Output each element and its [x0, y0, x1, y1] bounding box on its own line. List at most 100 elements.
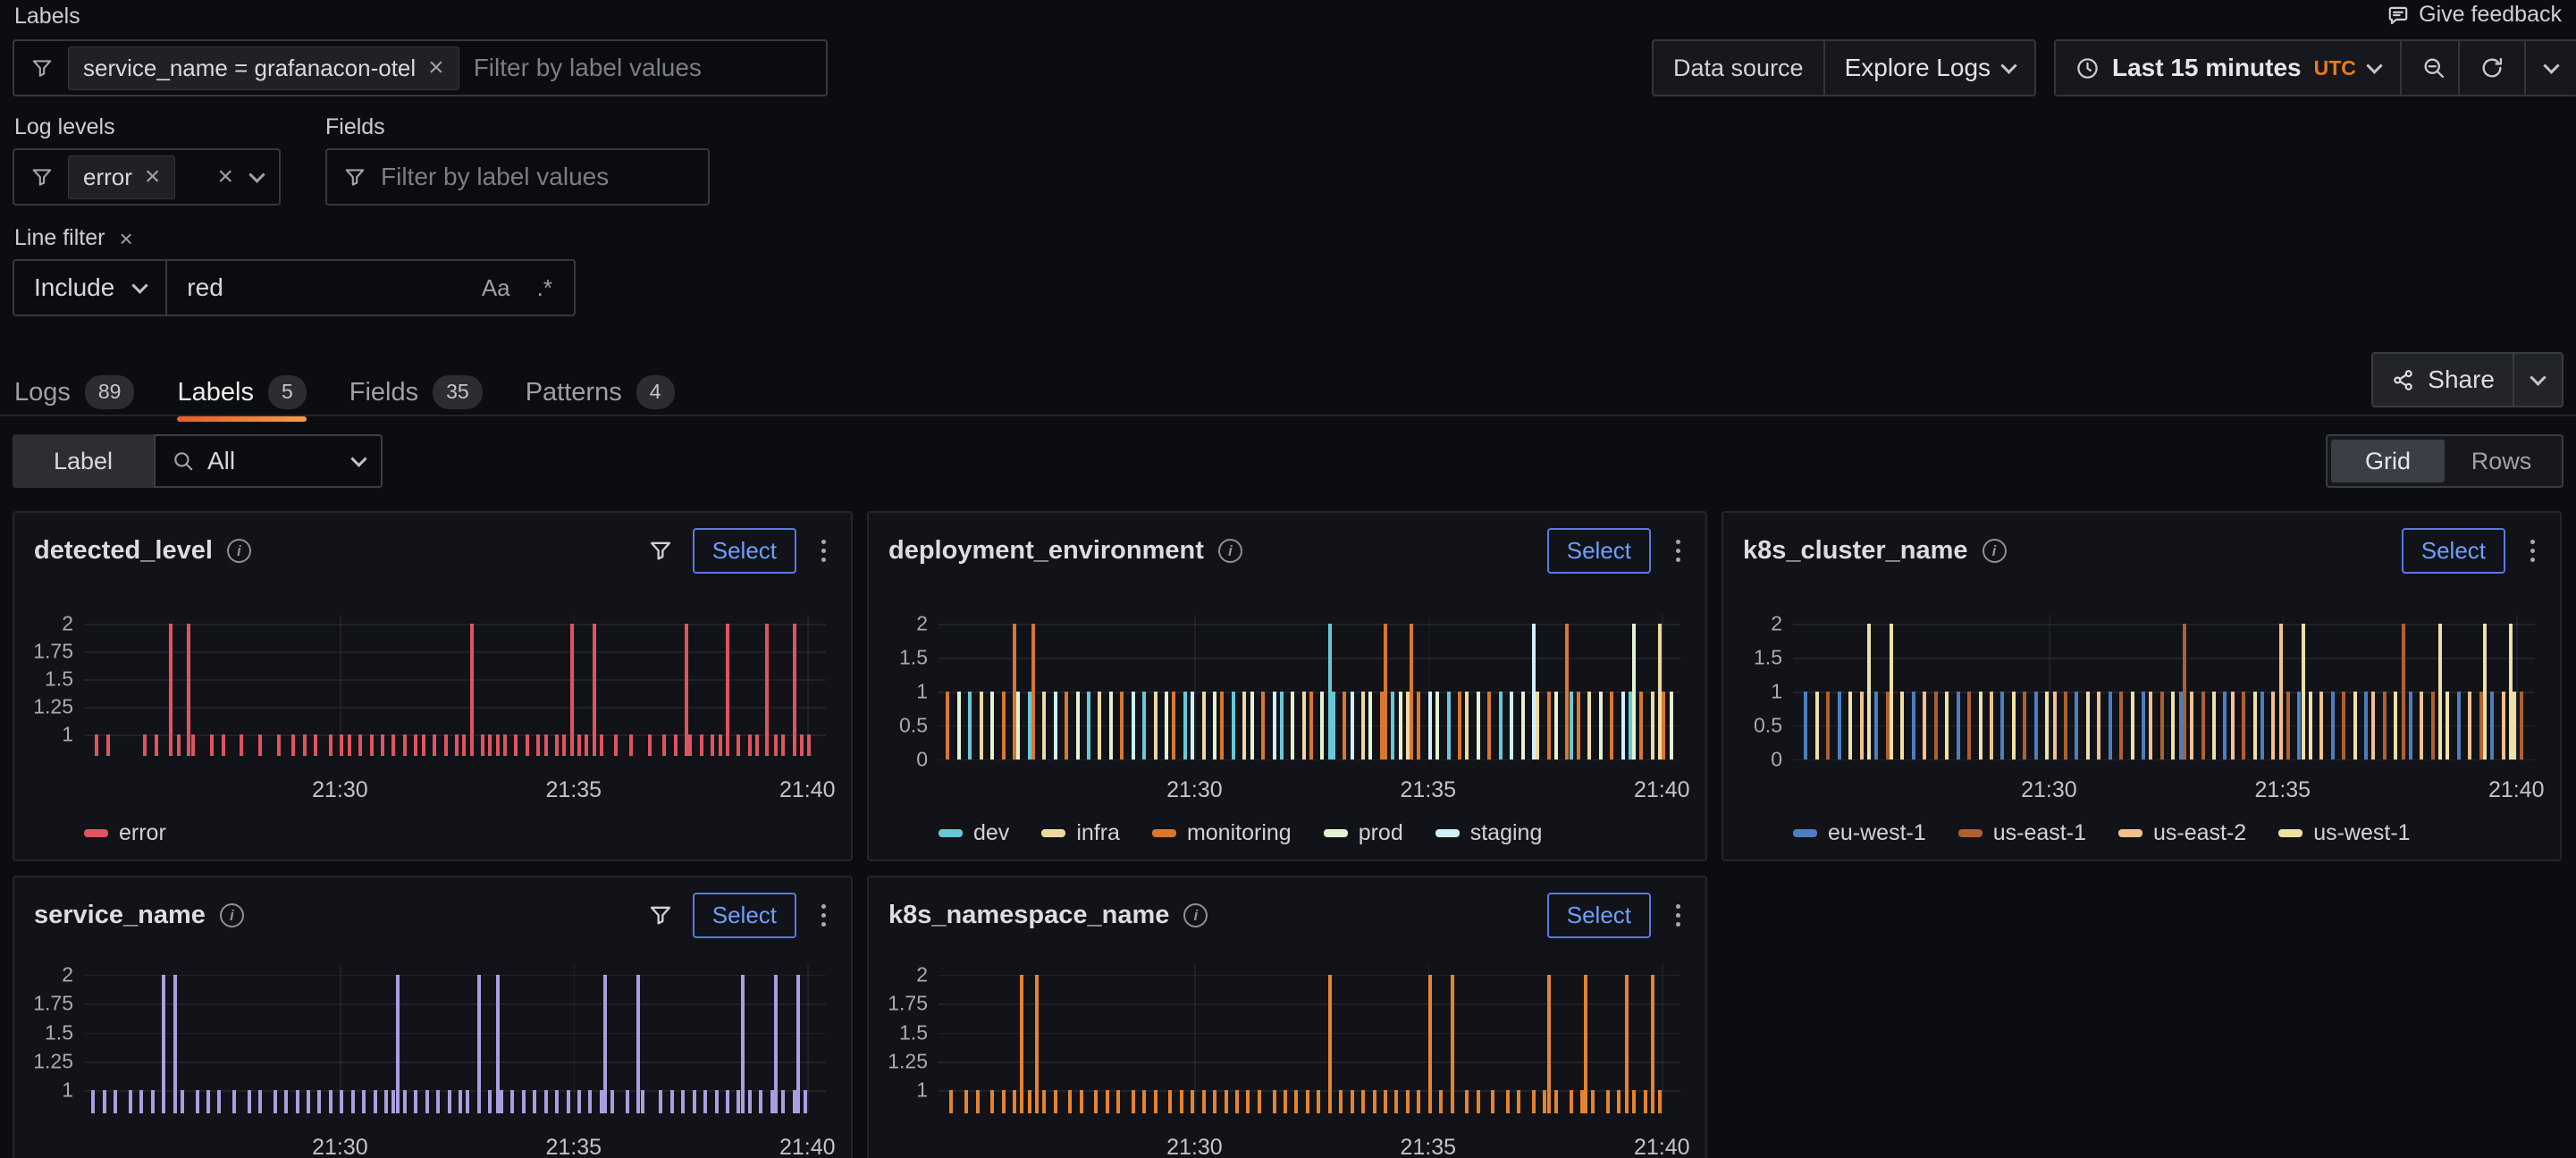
share-dropdown[interactable] [2513, 354, 2562, 406]
chart-bar [1517, 1090, 1520, 1112]
legend: dev infra monitoring prod staging [939, 820, 1686, 846]
line-filter-input[interactable] [167, 273, 460, 302]
chart-bar [2183, 624, 2186, 759]
y-tick-label: 1.75 [33, 640, 73, 664]
legend-item[interactable]: error [84, 820, 166, 846]
chart-bar [448, 1090, 451, 1112]
view-toggle-rows[interactable]: Rows [2445, 440, 2558, 482]
x-tick-label: 21:30 [312, 1135, 368, 1158]
regex-toggle[interactable]: .* [537, 274, 552, 302]
legend-item[interactable]: eu-west-1 [1793, 820, 1926, 846]
chart-bar [139, 1090, 143, 1112]
tab-patterns[interactable]: Patterns 4 [526, 368, 675, 416]
select-button[interactable]: Select [693, 528, 796, 574]
chip-close-icon[interactable]: × [428, 55, 444, 81]
clear-all-icon[interactable]: × [217, 164, 233, 190]
plot-area[interactable] [939, 965, 1680, 1126]
legend-item[interactable]: dev [939, 820, 1009, 846]
legend-item[interactable]: us-east-1 [1958, 820, 2086, 846]
label-filter-chip[interactable]: service_name = grafanacon-otel × [68, 46, 459, 90]
line-filter-mode-select[interactable]: Include [14, 261, 167, 315]
chart-bar [1584, 975, 1587, 1113]
legend-item[interactable]: staging [1435, 820, 1543, 846]
chart-bar [1116, 1090, 1120, 1112]
select-button[interactable]: Select [1547, 528, 1651, 574]
chart-bar [1002, 692, 1006, 759]
case-sensitivity-toggle[interactable]: Aa [482, 274, 510, 302]
datasource-select[interactable]: Explore Logs [1823, 41, 2034, 95]
chart-bar [1499, 692, 1503, 759]
plot-area[interactable] [84, 615, 826, 768]
chart-bar [1957, 692, 1960, 759]
label-value-dropdown[interactable]: All [154, 434, 383, 488]
plot-area[interactable] [939, 615, 1680, 768]
share-button[interactable]: Share [2373, 354, 2513, 406]
tab-labels[interactable]: Labels 5 [177, 368, 306, 416]
tabs-bar: Logs 89 Labels 5 Fields 35 Patterns 4 [14, 368, 2576, 416]
tab-logs[interactable]: Logs 89 [14, 368, 134, 416]
chart-bar [603, 975, 607, 1113]
panel-header: k8s_namespace_name i Select [888, 892, 1686, 938]
panel-menu-kebab-icon[interactable] [1671, 899, 1686, 932]
chart-bar [774, 975, 778, 1113]
legend-item[interactable]: monitoring [1152, 820, 1292, 846]
fields-filter-input[interactable]: Filter by label values [325, 148, 710, 206]
chip-close-icon[interactable]: × [145, 164, 161, 190]
chart-bar [2286, 692, 2290, 759]
select-button[interactable]: Select [2402, 528, 2505, 574]
chart-bar [626, 1090, 629, 1112]
chart-bar [2383, 692, 2387, 759]
chart-bar [2371, 692, 2375, 759]
panel-menu-kebab-icon[interactable] [2525, 534, 2540, 567]
info-icon[interactable]: i [1218, 539, 1242, 563]
view-toggle-grid[interactable]: Grid [2331, 440, 2445, 482]
legend-item[interactable]: us-east-2 [2118, 820, 2246, 846]
tab-fields[interactable]: Fields 35 [349, 368, 483, 416]
legend-item[interactable]: us-west-1 [2278, 820, 2410, 846]
legend-swatch [1041, 829, 1065, 837]
info-icon[interactable]: i [1183, 903, 1208, 927]
chart-bar [536, 734, 540, 756]
chart-bar [1154, 692, 1158, 759]
plot-area[interactable] [1793, 615, 2535, 768]
log-levels-filter-input[interactable]: error × × [13, 148, 281, 206]
log-level-chip[interactable]: error × [68, 155, 175, 199]
labels-filter-input[interactable]: service_name = grafanacon-otel × Filter … [13, 39, 828, 96]
legend-item[interactable]: infra [1041, 820, 1120, 846]
refresh-interval-dropdown[interactable] [2524, 41, 2576, 95]
info-icon[interactable]: i [227, 539, 251, 563]
select-button[interactable]: Select [693, 893, 796, 938]
refresh-button[interactable] [2460, 41, 2524, 95]
panel-menu-kebab-icon[interactable] [1671, 534, 1686, 567]
x-tick-label: 21:40 [779, 777, 836, 803]
chart-bar [414, 1090, 417, 1112]
plot-area[interactable] [84, 965, 826, 1126]
chart-bar [2109, 692, 2112, 759]
chart-bar [1945, 692, 1949, 759]
panel-menu-kebab-icon[interactable] [816, 534, 831, 567]
give-feedback-link[interactable]: Give feedback [2387, 2, 2562, 28]
select-button[interactable]: Select [1547, 893, 1651, 938]
chart-bar [1890, 624, 1893, 759]
info-icon[interactable]: i [220, 903, 244, 927]
chart-bar [1610, 692, 1613, 759]
legend-swatch [1324, 829, 1348, 837]
chart-bar [114, 1090, 117, 1112]
chart-bar [1013, 624, 1016, 759]
chart-bar [455, 734, 459, 756]
chart-bar [1577, 692, 1580, 759]
line-filter-box: Include Aa .* [13, 259, 576, 316]
line-filter-remove-icon[interactable]: × [119, 227, 132, 250]
panel-filter-funnel-icon[interactable] [648, 902, 673, 927]
chart-bar [1804, 692, 1807, 759]
chevron-down-icon[interactable] [248, 166, 265, 182]
chart-bar [1848, 692, 1852, 759]
legend-item[interactable]: prod [1324, 820, 1403, 846]
chart-bar [2000, 692, 2004, 759]
zoom-out-button[interactable] [2400, 41, 2466, 95]
time-range-button[interactable]: Last 15 minutes UTC [2056, 41, 2400, 95]
info-icon[interactable]: i [1983, 539, 2007, 563]
panel-menu-kebab-icon[interactable] [816, 899, 831, 932]
labels-section-title: Labels [14, 4, 80, 29]
panel-filter-funnel-icon[interactable] [648, 538, 673, 563]
